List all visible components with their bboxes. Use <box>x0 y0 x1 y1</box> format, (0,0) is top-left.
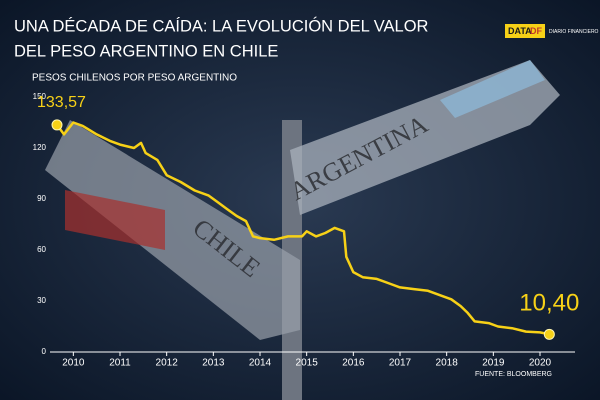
logo-brand-accent: DF <box>530 26 542 36</box>
logo-box <box>505 24 545 38</box>
y-tick-label: 120 <box>33 143 47 152</box>
x-tick-label: 2011 <box>109 358 131 369</box>
point <box>543 328 555 340</box>
chart-subtitle: PESOS CHILENOS POR PESO ARGENTINO <box>32 73 237 84</box>
x-tick-label: 2010 <box>62 358 85 369</box>
x-tick-label: 2016 <box>342 358 365 369</box>
sign-chile <box>45 120 300 340</box>
value-label: 10,40 <box>519 290 579 317</box>
x-tick-label: 2018 <box>436 358 459 369</box>
y-tick-label: 150 <box>33 92 47 101</box>
y-tick-label: 90 <box>37 194 46 203</box>
y-tick-label: 30 <box>37 296 46 305</box>
source: FUENTE: BLOOMBERG <box>475 371 552 378</box>
x-tick-label: 2015 <box>296 358 319 369</box>
sign-flag <box>440 60 545 118</box>
x-tick-label: 2014 <box>249 358 272 369</box>
y-tick-label: 60 <box>37 245 46 254</box>
x-tick-label: 2017 <box>389 358 412 369</box>
x-tick-label: 2013 <box>202 358 225 369</box>
chart-title: DEL PESO ARGENTINO EN CHILE <box>14 42 278 60</box>
chart-title: UNA DÉCADA DE CAÍDA: LA EVOLUCIÓN DEL VA… <box>14 16 429 35</box>
x-tick-label: 2020 <box>529 358 552 369</box>
value-label: 133,57 <box>37 94 86 111</box>
logo-brand: DATA <box>508 26 532 36</box>
logo-caption: DIARIO FINANCIERO <box>549 29 599 35</box>
x-tick-label: 2012 <box>156 358 179 369</box>
x-tick-label: 2019 <box>482 358 505 369</box>
sign-flag <box>65 190 165 250</box>
y-tick-label: 0 <box>42 347 47 356</box>
point <box>51 119 63 131</box>
line <box>55 121 550 336</box>
